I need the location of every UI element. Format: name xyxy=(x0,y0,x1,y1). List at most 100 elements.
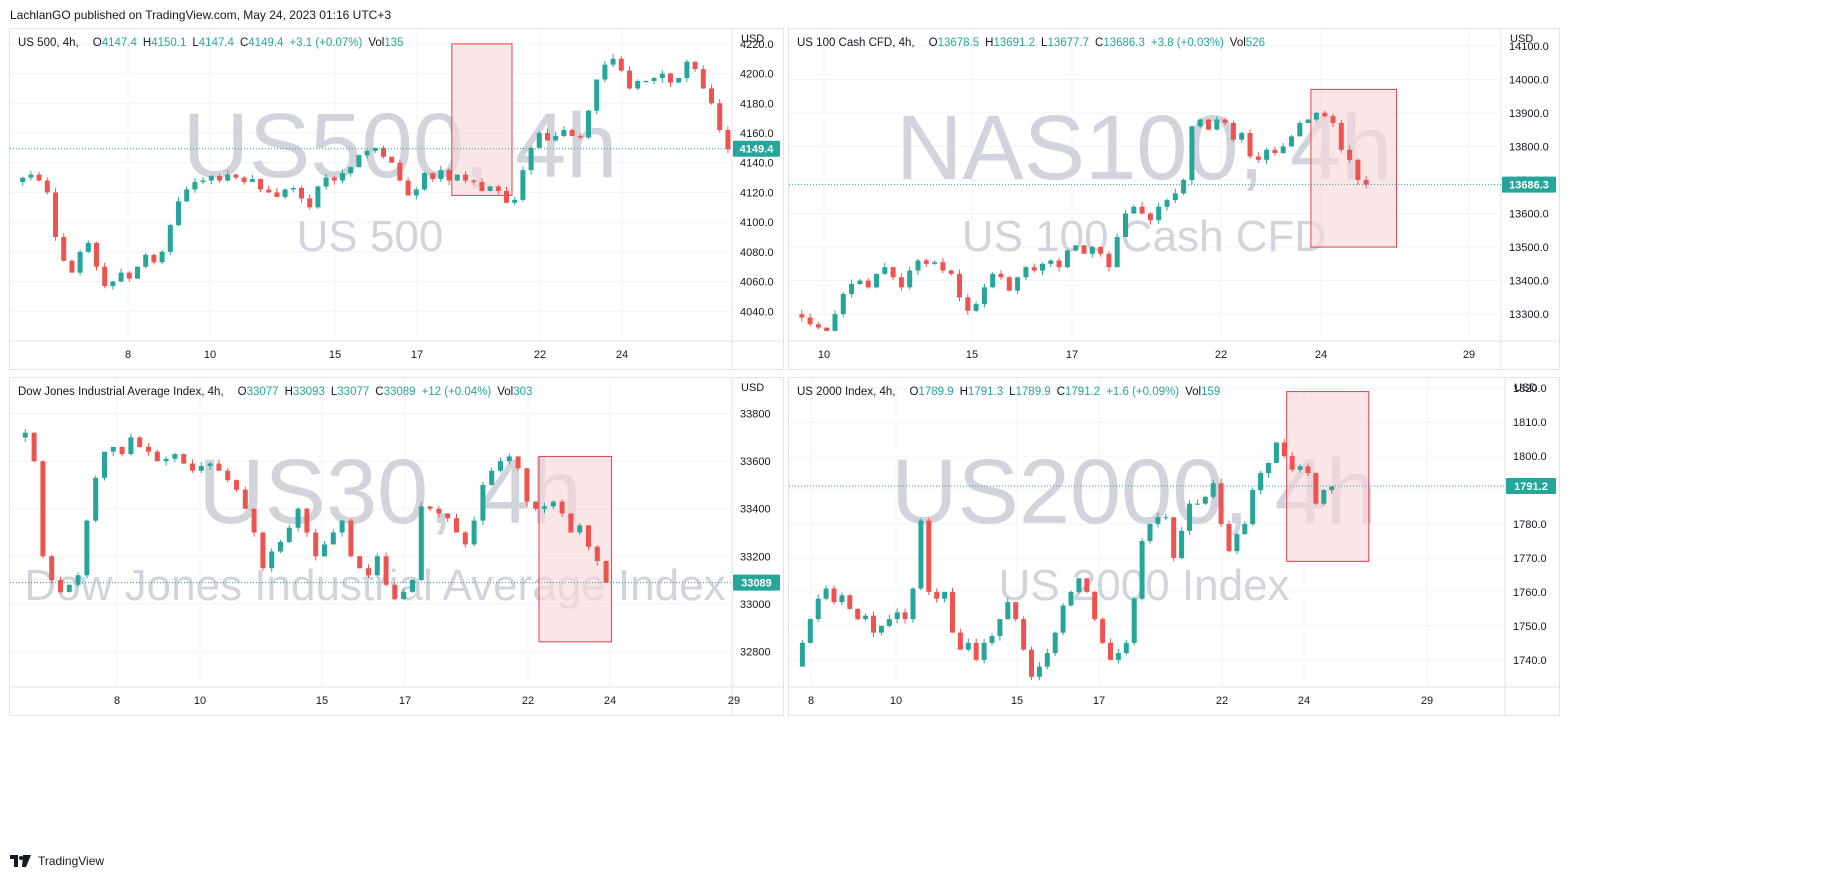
candle xyxy=(184,186,190,203)
watermark-symbol: US500, 4h xyxy=(183,95,618,197)
candle xyxy=(454,174,460,182)
date-tick-label: 22 xyxy=(522,695,534,707)
tradingview-logo-icon xyxy=(10,855,31,867)
chart-svg: US500, 4h US 500 4220.0 4200.0 4180.0 4160.0 4… xyxy=(10,29,783,369)
candle xyxy=(471,516,477,547)
candle xyxy=(463,171,468,184)
date-tick-label: 29 xyxy=(1421,695,1433,707)
last-price-badge xyxy=(1506,477,1556,494)
change-value: +3.1 (+0.07%) xyxy=(289,37,363,49)
candle xyxy=(1123,639,1129,656)
candle xyxy=(1089,245,1095,258)
candle xyxy=(1131,204,1137,214)
candle xyxy=(1073,245,1079,252)
price-tick-label: 4220.0 xyxy=(740,39,774,51)
candle xyxy=(49,554,55,584)
candle xyxy=(397,159,403,182)
chart-panel-us2000[interactable]: US2000, 4h US 2000 Index 1820.0 1810.0 1800.… xyxy=(788,377,1560,716)
candle xyxy=(251,508,257,537)
price-tick-label: 13500.0 xyxy=(1509,242,1549,254)
ohlc-high: H1791.3 xyxy=(959,386,1004,398)
candle xyxy=(1218,478,1224,527)
ohlc-close: C33089 xyxy=(375,386,416,398)
date-tick-label: 15 xyxy=(966,349,978,361)
date-tick-label: 17 xyxy=(411,349,423,361)
price-tick-label: 1760.0 xyxy=(1513,587,1547,599)
ohlc-open: O33077 xyxy=(237,386,279,398)
candle xyxy=(533,501,539,512)
candle xyxy=(1163,513,1169,521)
date-tick-label: 29 xyxy=(1463,349,1475,361)
candle xyxy=(163,456,169,466)
candle xyxy=(1258,470,1264,495)
candle xyxy=(1013,601,1019,622)
date-tick-label: 29 xyxy=(728,695,740,707)
candle xyxy=(322,540,327,557)
chart-legend: Dow Jones Industrial Average Index, 4h, O… xyxy=(18,386,538,398)
price-tick-label: 13400.0 xyxy=(1509,276,1549,288)
price-tick-label: 13300.0 xyxy=(1509,309,1549,321)
chart-panel-nas100[interactable]: NAS100, 4h US 100 Cash CFD 14100.0 14000.0 1… xyxy=(788,28,1560,370)
price-tick-label: 4160.0 xyxy=(740,128,774,140)
candle xyxy=(462,531,468,548)
candle xyxy=(1036,662,1042,681)
candle xyxy=(725,126,731,154)
candle xyxy=(445,513,451,523)
highlight-box[interactable] xyxy=(1286,391,1370,562)
candle xyxy=(1171,517,1177,562)
candle xyxy=(1194,499,1200,505)
symbol-label[interactable]: US 500, 4h, xyxy=(18,37,79,49)
candle xyxy=(1098,246,1104,257)
candle xyxy=(923,258,929,268)
candle xyxy=(1056,257,1062,272)
candle xyxy=(438,165,444,183)
chart-panel-us500[interactable]: US500, 4h US 500 4220.0 4200.0 4180.0 4160.0 4… xyxy=(9,28,784,370)
candle xyxy=(154,449,160,462)
watermark-symbol: NAS100, 4h xyxy=(896,97,1392,199)
candle xyxy=(997,618,1003,641)
symbol-label[interactable]: US 2000 Index, 4h, xyxy=(797,386,896,398)
price-tick-label: 1750.0 xyxy=(1513,621,1547,633)
ohlc-low: L4147.4 xyxy=(192,37,234,49)
price-tick-label: 1740.0 xyxy=(1513,655,1547,667)
date-tick-label: 8 xyxy=(808,695,814,707)
candle xyxy=(894,608,900,624)
candle xyxy=(110,280,116,290)
candle xyxy=(1100,617,1106,644)
candle xyxy=(1214,116,1220,131)
candle xyxy=(561,126,567,138)
candle xyxy=(66,584,72,593)
symbol-label[interactable]: US 100 Cash CFD, 4h, xyxy=(797,37,915,49)
candle xyxy=(137,435,143,448)
candle xyxy=(799,639,805,667)
candle xyxy=(553,131,559,142)
candle xyxy=(20,177,26,186)
candle xyxy=(102,451,107,481)
date-tick-label: 22 xyxy=(1216,695,1228,707)
candle xyxy=(381,145,386,159)
candle xyxy=(36,171,42,182)
ohlc-high: H33093 xyxy=(284,386,325,398)
currency-label: USD xyxy=(741,382,765,394)
price-tick-label: 4060.0 xyxy=(740,277,774,289)
change-value: +1.6 (+0.09%) xyxy=(1106,386,1180,398)
candle xyxy=(1272,146,1278,156)
candle xyxy=(520,166,526,202)
ohlc-close: C1791.2 xyxy=(1056,386,1101,398)
highlight-box[interactable] xyxy=(538,455,613,643)
symbol-label[interactable]: Dow Jones Industrial Average Index, 4h, xyxy=(18,386,224,398)
candle xyxy=(610,54,616,68)
highlight-box[interactable] xyxy=(451,43,513,196)
candle xyxy=(594,79,600,115)
footer-brand: TradingView xyxy=(38,854,105,868)
chart-legend: US 2000 Index, 4h, O1789.9 H1791.3 L1789.9 C… xyxy=(797,386,1226,398)
chart-panel-us30[interactable]: US30, 4h Dow Jones Industrial Average Ind… xyxy=(9,377,784,716)
candle xyxy=(847,594,853,610)
price-tick-label: 14100.0 xyxy=(1509,41,1549,53)
candle xyxy=(1234,533,1240,555)
candle xyxy=(512,196,518,206)
price-tick-label: 14000.0 xyxy=(1509,74,1549,86)
candle xyxy=(1230,120,1236,142)
candle xyxy=(126,271,132,282)
candle xyxy=(1247,129,1253,159)
